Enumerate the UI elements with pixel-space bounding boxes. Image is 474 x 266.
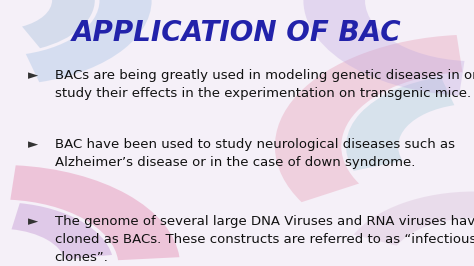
Wedge shape: [10, 165, 180, 260]
Text: BACs are being greatly used in modeling genetic diseases in order to
study their: BACs are being greatly used in modeling …: [55, 69, 474, 100]
Wedge shape: [303, 0, 465, 95]
Wedge shape: [26, 0, 152, 82]
Text: The genome of several large DNA Viruses and RNA viruses have been
cloned as BACs: The genome of several large DNA Viruses …: [55, 215, 474, 264]
Text: APPLICATION OF BAC: APPLICATION OF BAC: [72, 19, 402, 47]
Wedge shape: [275, 35, 463, 202]
Text: ►: ►: [28, 215, 39, 228]
Wedge shape: [346, 77, 455, 171]
Text: ►: ►: [28, 138, 39, 151]
Text: BAC have been used to study neurological diseases such as
Alzheimer’s disease or: BAC have been used to study neurological…: [55, 138, 455, 169]
Wedge shape: [354, 192, 474, 246]
Wedge shape: [11, 203, 112, 260]
Wedge shape: [22, 0, 95, 48]
Text: ►: ►: [28, 69, 39, 82]
